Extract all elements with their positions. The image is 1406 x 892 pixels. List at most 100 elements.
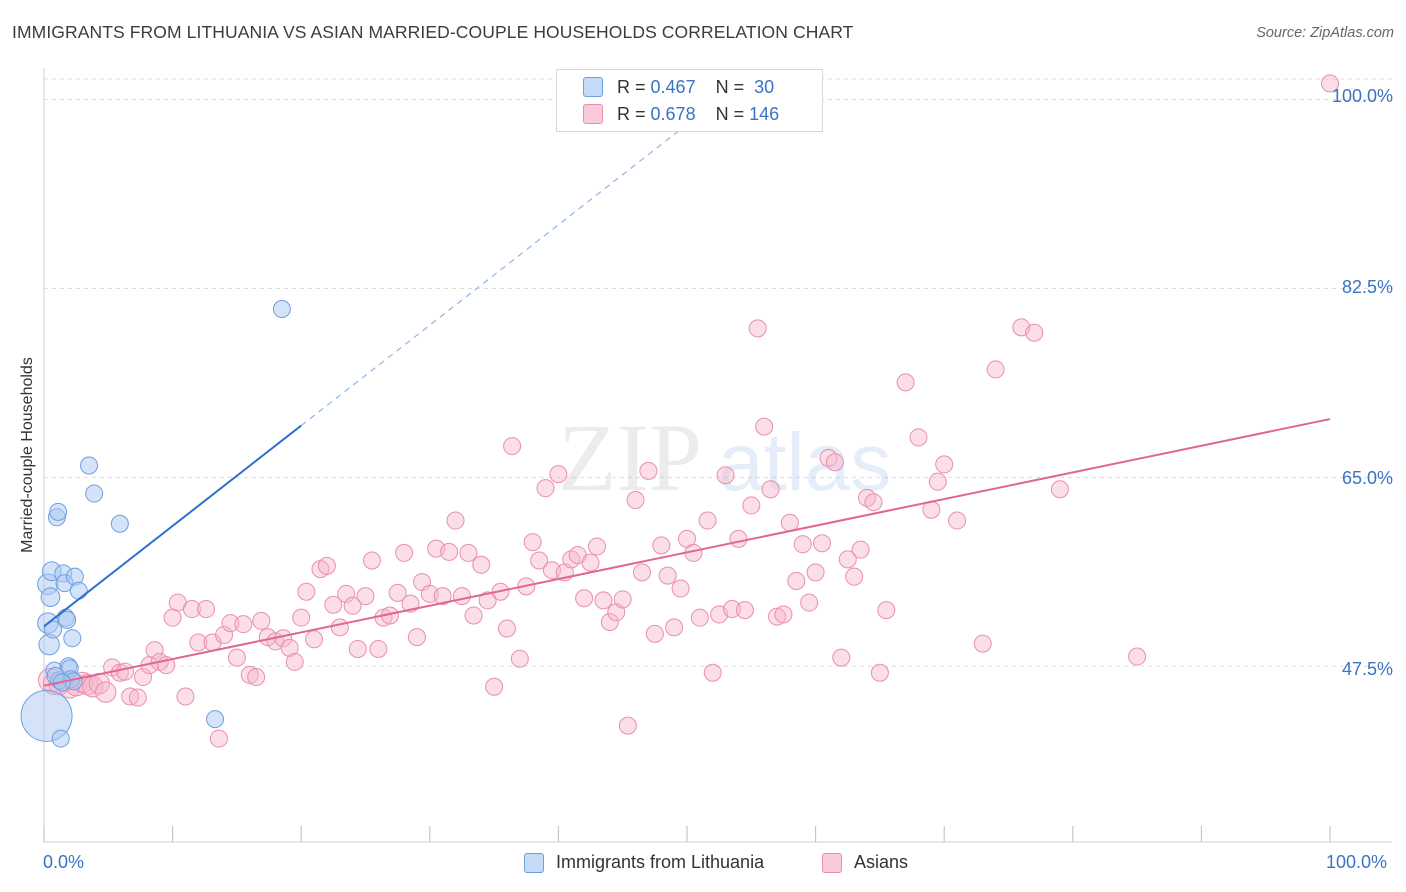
- lithuania-trend-extension: [300, 123, 688, 427]
- asians-point: [948, 511, 967, 530]
- y-tick-label: 100.0%: [1331, 86, 1393, 106]
- asians-point: [452, 587, 471, 606]
- asians-point: [832, 648, 851, 667]
- legend-n-value: 146: [749, 103, 780, 124]
- lithuania-point: [58, 610, 77, 629]
- chart-title: IMMIGRANTS FROM LITHUANIA VS ASIAN MARRI…: [12, 22, 854, 42]
- asians-point: [742, 496, 761, 515]
- asians-point: [510, 649, 529, 668]
- asians-point: [247, 668, 266, 687]
- asians-point: [317, 556, 336, 575]
- asians-point: [800, 593, 819, 612]
- asians-point: [870, 663, 889, 682]
- legend-swatch-blue: [583, 77, 603, 97]
- asians-point: [813, 534, 832, 553]
- asians-point: [497, 619, 516, 638]
- legend-r-value: 0.678: [650, 103, 696, 124]
- lithuania-point: [40, 587, 61, 608]
- asians-point: [472, 555, 491, 574]
- asians-point: [485, 677, 504, 696]
- legend-label-asians: Asians: [854, 852, 909, 872]
- lithuania-point: [80, 456, 99, 475]
- asians-point: [407, 628, 426, 647]
- asians-point: [909, 428, 928, 447]
- y-tick-label: 65.0%: [1341, 468, 1393, 488]
- asians-point: [780, 513, 799, 532]
- asians-point: [446, 511, 465, 530]
- asians-point: [252, 611, 271, 630]
- asians-point: [986, 360, 1005, 379]
- asians-point: [851, 540, 870, 559]
- asians-point: [464, 606, 483, 625]
- asians-point: [215, 625, 234, 644]
- asians-point: [928, 472, 947, 491]
- lithuania-point: [63, 629, 82, 648]
- lithuania-point: [44, 620, 63, 639]
- legend-swatch-pink: [822, 852, 842, 873]
- asians-point: [163, 608, 182, 627]
- watermark-atlas: atlas: [718, 417, 891, 508]
- asians-point: [973, 634, 992, 653]
- lithuania-points: [20, 299, 291, 748]
- y-tick-label: 82.5%: [1341, 277, 1393, 297]
- y-axis-title: Married-couple Households: [19, 357, 36, 553]
- asians-point: [459, 543, 478, 562]
- asians-point: [549, 465, 568, 484]
- asians-point: [356, 587, 375, 606]
- legend-r-label: R =: [617, 76, 646, 97]
- asians-point: [280, 638, 299, 657]
- asians-point: [575, 589, 594, 608]
- asians-point: [536, 479, 555, 498]
- asians-point: [690, 608, 709, 627]
- asians-point: [729, 529, 748, 548]
- legend-swatch-pink: [583, 104, 603, 124]
- legend-row-asians: R = 0.678 N = 146: [583, 101, 779, 127]
- asians-point: [440, 542, 459, 561]
- asians-point: [221, 614, 240, 633]
- asians-points: [38, 74, 1339, 748]
- asians-point: [1321, 74, 1339, 93]
- asians-point: [1025, 323, 1044, 342]
- asians-point: [292, 608, 311, 627]
- asians-point: [189, 633, 208, 652]
- legend-n-label: N =: [715, 76, 745, 97]
- asians-point: [613, 590, 632, 609]
- asians-point: [285, 652, 304, 671]
- asians-point: [748, 319, 767, 338]
- asians-point: [587, 537, 606, 556]
- asians-point: [594, 591, 613, 610]
- asians-point: [369, 639, 388, 658]
- asians-point: [388, 583, 407, 602]
- asians-point: [935, 455, 954, 474]
- legend-row-lithuania: R = 0.467 N = 30: [583, 74, 774, 100]
- legend-r-value: 0.467: [650, 76, 696, 97]
- asians-point: [825, 453, 844, 472]
- x-tick-label-max: 100.0%: [1326, 852, 1388, 872]
- asians-point: [806, 563, 825, 582]
- asians-point: [227, 648, 246, 667]
- asians-point: [116, 662, 135, 681]
- source-label: Source: ZipAtlas.com: [1256, 25, 1394, 41]
- y-tick-label: 47.5%: [1341, 659, 1393, 679]
- asians-point: [209, 729, 228, 748]
- asians-point: [645, 624, 664, 643]
- asians-point: [600, 613, 619, 631]
- lithuania-point: [49, 502, 68, 521]
- asians-point: [95, 681, 117, 703]
- lithuania-point: [110, 514, 129, 533]
- asians-point: [618, 716, 637, 735]
- asians-point: [723, 600, 742, 619]
- asians-point: [632, 563, 651, 582]
- legend-n-value: 30: [754, 76, 775, 97]
- asians-point: [864, 493, 883, 512]
- asians-point: [128, 688, 147, 707]
- lithuania-point: [272, 299, 291, 318]
- asians-point: [145, 641, 164, 660]
- trend-lines: [43, 123, 1331, 687]
- asians-point: [793, 535, 812, 554]
- asians-point: [297, 582, 316, 601]
- asians-point: [362, 551, 381, 570]
- asians-point: [698, 511, 717, 530]
- asians-point: [197, 600, 216, 619]
